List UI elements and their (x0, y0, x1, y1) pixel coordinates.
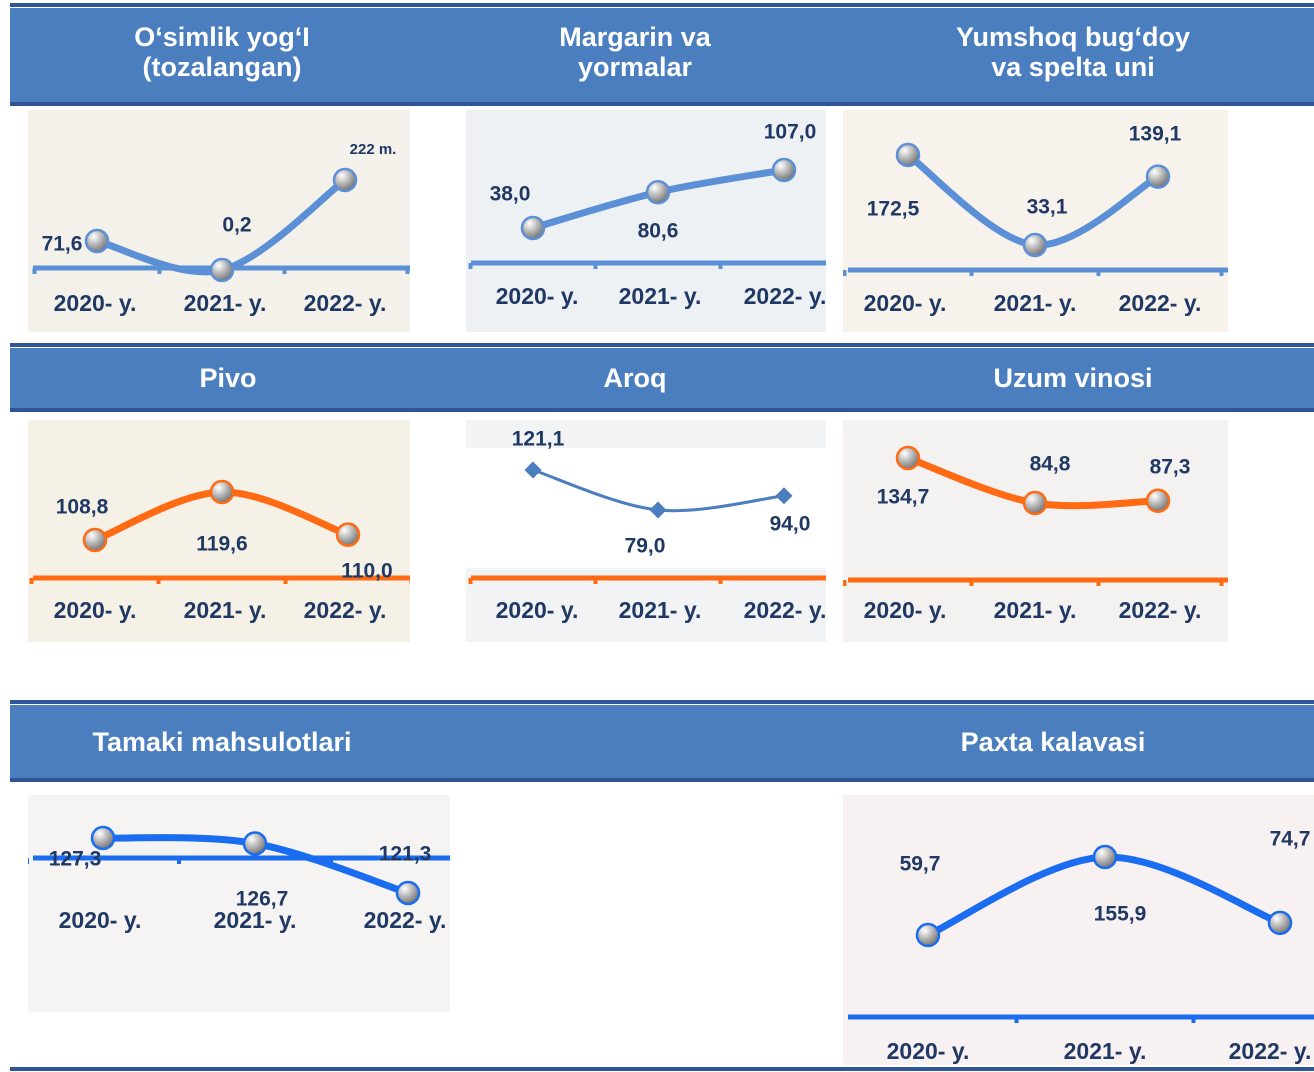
chart-title: Aroq (505, 363, 765, 393)
marker (522, 217, 544, 239)
marker (647, 181, 669, 203)
chart-panel: 2020- y. 2021- y. 2022- y. 172,5 33,1 139,1 (843, 110, 1228, 332)
chart-panel: 2020- y. 2021- y. 2022- y. 108,8 119,6 110,0 (28, 420, 412, 642)
x-tick-label: 2020- y. (887, 1038, 970, 1064)
chart-title: Paxta kalavasi (923, 727, 1183, 757)
marker (897, 447, 919, 469)
value-label: 119,6 (196, 533, 247, 556)
marker (897, 144, 919, 166)
value-label: 172,5 (867, 198, 920, 221)
chart-panel: 2020- y. 2021- y. 2022- y. 134,7 84,8 87,3 (843, 420, 1228, 642)
marker (84, 529, 106, 551)
chart-canvas: 2020- y.2021- y.2022- y.71,60,2222 m.202… (0, 0, 1314, 1072)
value-label: 33,1 (1027, 196, 1068, 219)
marker (86, 230, 108, 252)
chart-title: Tamaki mahsulotlari (92, 727, 352, 757)
x-tick-label: 2022- y. (304, 290, 387, 316)
value-label: 38,0 (490, 183, 531, 206)
x-tick-label: 2020- y. (54, 597, 137, 623)
chart-panel: 2020- y. 2021- y. 2022- y. 121,1 79,0 94,0 (466, 420, 847, 642)
marker (1147, 166, 1169, 188)
marker (1094, 846, 1116, 868)
value-label: 126,7 (236, 888, 289, 911)
x-tick-label: 2021- y. (619, 597, 702, 623)
x-tick-label: 2020- y. (59, 907, 142, 933)
value-label: 94,0 (770, 513, 811, 536)
value-label: 121,3 (379, 843, 432, 866)
chart-title: O‘simlik yog‘I (tozalangan) (92, 22, 352, 82)
value-label: 222 m. (350, 141, 397, 158)
x-tick-label: 2020- y. (864, 597, 947, 623)
value-label: 134,7 (877, 486, 930, 509)
value-label: 87,3 (1150, 456, 1191, 479)
marker (211, 259, 233, 281)
value-label: 127,3 (49, 848, 102, 871)
x-tick-label: 2021- y. (184, 290, 267, 316)
marker (1024, 492, 1046, 514)
value-label: 139,1 (1129, 123, 1182, 146)
x-tick-label: 2022- y. (1119, 290, 1202, 316)
marker (337, 524, 359, 546)
chart-panel: 2020- y. 2021- y. 2022- y. 59,7 155,9 74,7 (840, 795, 1314, 1065)
infographic: 2020- y.2021- y.2022- y.71,60,2222 m.202… (0, 0, 1314, 1072)
marker (92, 827, 114, 849)
value-label: 80,6 (638, 220, 679, 243)
x-tick-label: 2021- y. (994, 597, 1077, 623)
marker (211, 481, 233, 503)
marker (917, 924, 939, 946)
chart-title: Uzum vinosi (943, 363, 1203, 393)
x-tick-label: 2022- y. (744, 283, 827, 309)
value-label: 74,7 (1270, 828, 1311, 851)
chart-panel: 2020- y. 2021- y. 2022- y. 71,6 0,2 222 m. (28, 110, 410, 332)
x-tick-label: 2020- y. (496, 283, 579, 309)
value-label: 84,8 (1030, 453, 1071, 476)
value-label: 110,0 (341, 560, 392, 583)
marker (773, 159, 795, 181)
x-tick-label: 2020- y. (864, 290, 947, 316)
chart-panel: 2020- y. 2021- y. 2022- y. 127,3 126,7 121,3 (27, 795, 484, 1012)
x-tick-label: 2021- y. (994, 290, 1077, 316)
x-tick-label: 2021- y. (619, 283, 702, 309)
x-tick-label: 2020- y. (54, 290, 137, 316)
x-tick-label: 2021- y. (184, 597, 267, 623)
value-label: 79,0 (625, 535, 666, 558)
value-label: 71,6 (42, 233, 83, 256)
chart-title: Yumshoq bug‘doy va spelta uni (943, 22, 1203, 82)
value-label: 107,0 (764, 121, 817, 144)
x-tick-label: 2022- y. (1229, 1038, 1312, 1064)
value-label: 0,2 (222, 214, 251, 237)
x-tick-label: 2022- y. (304, 597, 387, 623)
x-tick-label: 2021- y. (214, 907, 297, 933)
chart-title: Pivo (98, 363, 358, 393)
x-tick-label: 2020- y. (496, 597, 579, 623)
value-label: 121,1 (512, 428, 565, 451)
value-label: 155,9 (1094, 903, 1147, 926)
panel-background (843, 795, 1314, 1065)
marker (1269, 912, 1291, 934)
x-tick-label: 2022- y. (744, 597, 827, 623)
value-label: 108,8 (56, 496, 109, 519)
marker (1024, 234, 1046, 256)
x-tick-label: 2022- y. (364, 907, 447, 933)
x-tick-label: 2022- y. (1119, 597, 1202, 623)
x-tick-label: 2021- y. (1064, 1038, 1147, 1064)
marker (334, 169, 356, 191)
value-label: 59,7 (900, 853, 941, 876)
chart-title: Margarin va yormalar (505, 22, 765, 82)
marker (397, 882, 419, 904)
marker (1147, 490, 1169, 512)
marker (244, 833, 266, 855)
chart-panel: 2020- y. 2021- y. 2022- y. 38,0 80,6 107,0 (466, 110, 847, 332)
